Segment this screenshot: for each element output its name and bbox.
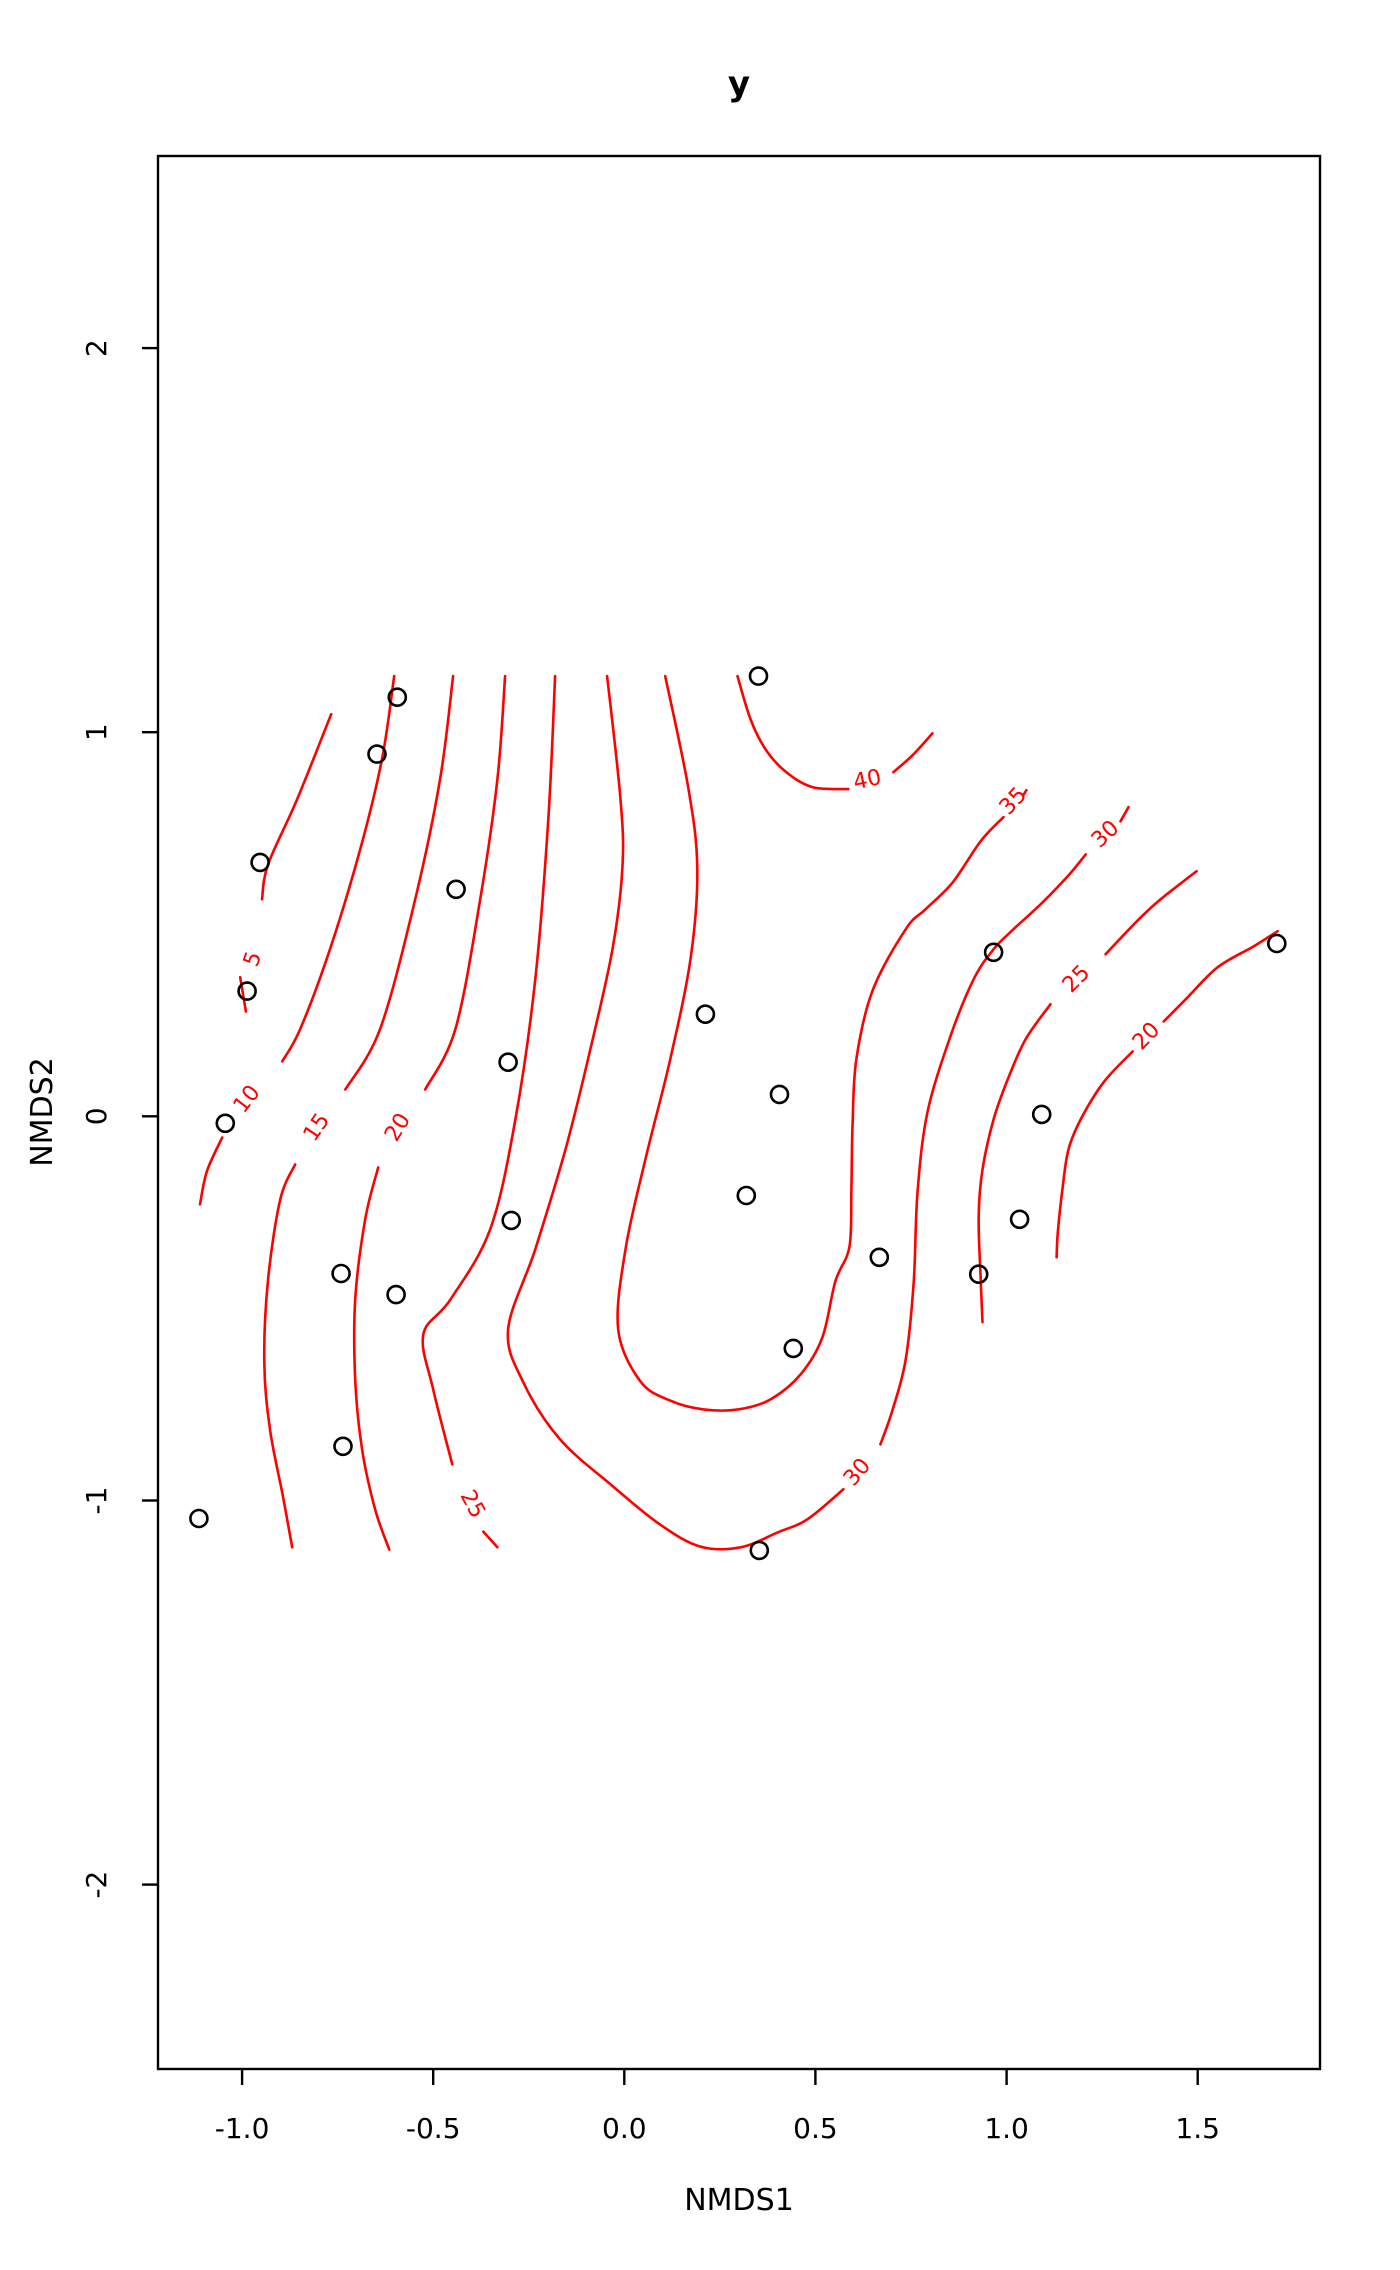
x-tick-label: 0.0 [602, 2112, 647, 2145]
data-point [968, 1264, 989, 1284]
contour-label-20: 20 [380, 1109, 416, 1146]
data-point [748, 666, 769, 686]
contour-label-40: 40 [851, 765, 884, 795]
contour-line-15 [344, 674, 455, 1091]
contour-label-15: 15 [299, 1109, 335, 1146]
data-point [1009, 1209, 1030, 1230]
x-tick-label: 0.5 [793, 2112, 838, 2145]
contour-line-10 [198, 1136, 224, 1206]
data-point [215, 1113, 236, 1134]
data-point [498, 1052, 518, 1072]
contour-line-35 [616, 674, 1005, 1412]
contour-line-25 [421, 674, 557, 1466]
contour-line-25 [482, 1530, 499, 1549]
contour-line-20 [423, 674, 507, 1091]
contour-label-5: 5 [239, 948, 267, 970]
data-point [983, 942, 1004, 963]
contour-line-25 [1104, 870, 1198, 956]
contour-line-30 [506, 674, 845, 1551]
contour-label-25: 25 [455, 1486, 490, 1522]
data-point [769, 1084, 790, 1105]
data-point [446, 879, 466, 900]
contour-line-10 [280, 674, 396, 1063]
y-tick-label: -2 [80, 1871, 113, 1899]
y-tick-label: 2 [80, 339, 113, 357]
contour-line-30 [879, 853, 1087, 1446]
x-tick-label: 1.0 [984, 2112, 1029, 2145]
data-point [189, 1508, 209, 1529]
x-axis-label: NMDS1 [684, 2183, 794, 2218]
data-point [331, 1263, 351, 1284]
data-point [695, 1004, 716, 1025]
data-point [783, 1338, 804, 1359]
contour-label-20: 20 [1128, 1018, 1165, 1056]
contour-line-25 [977, 1002, 1052, 1324]
points-layer [189, 666, 1287, 1561]
y-tick-label: -1 [80, 1487, 113, 1515]
data-point [749, 1540, 770, 1561]
y-tick-label: 0 [80, 1107, 113, 1125]
contour-label-25: 25 [1058, 960, 1095, 997]
contour-label-35: 35 [995, 783, 1032, 821]
contours-layer: 5 10 15 20 25 30 30 35 40 25 20 [198, 674, 1279, 1551]
y-axis-label: NMDS2 [25, 1057, 60, 1167]
plot-box [156, 154, 1322, 2071]
contour-label-10: 10 [229, 1081, 266, 1118]
x-tick-label: -1.0 [215, 2112, 270, 2145]
contour-line-5 [238, 976, 248, 1013]
plot-title: y [728, 64, 750, 104]
y-tick-label: 1 [80, 723, 113, 741]
data-point [501, 1210, 522, 1231]
data-point [367, 744, 387, 764]
contour-line-20 [352, 1166, 391, 1551]
data-point [386, 1284, 406, 1305]
data-point [869, 1247, 890, 1268]
x-tick-label: -0.5 [406, 2112, 461, 2145]
data-point [387, 687, 408, 708]
contour-line-20 [1055, 1050, 1134, 1259]
contour-line-5 [260, 712, 333, 901]
data-point [333, 1436, 353, 1457]
contour-label-30: 30 [1087, 816, 1125, 853]
contour-line-30 [1119, 805, 1130, 823]
data-point [250, 852, 270, 873]
x-tick-label: 1.5 [1175, 2112, 1220, 2145]
data-point [237, 981, 257, 1001]
data-point [736, 1185, 757, 1206]
contour-line-15 [262, 1163, 297, 1549]
contour-label-30: 30 [839, 1454, 876, 1492]
contour-line-35 [1022, 788, 1028, 796]
data-point [1031, 1104, 1052, 1125]
contour-line-40 [892, 732, 934, 774]
contour-line-20 [1162, 929, 1279, 1023]
data-point [1267, 933, 1287, 954]
contour-line-40 [736, 674, 850, 791]
